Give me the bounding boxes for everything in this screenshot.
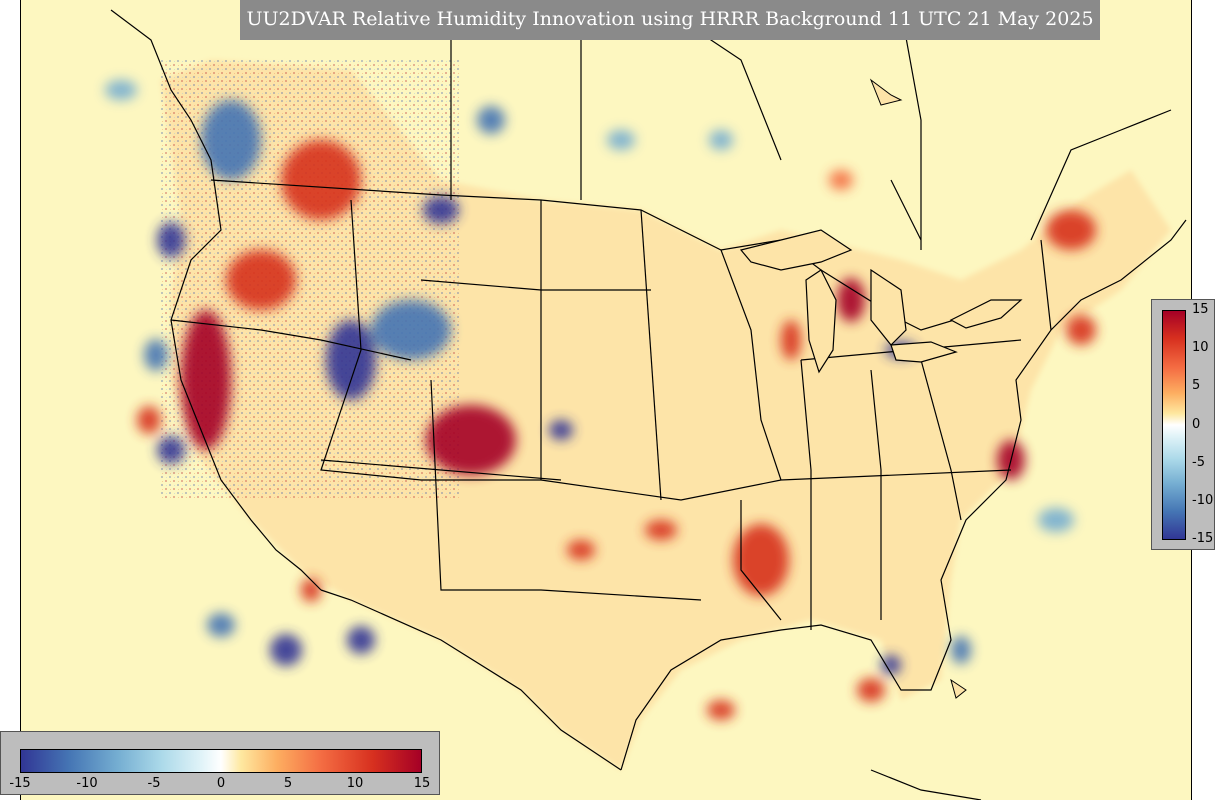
colorbar-vertical-strip	[1162, 310, 1186, 540]
colorbar-vertical-tick: 0	[1192, 417, 1201, 432]
colorbar-vertical-tick: -5	[1192, 455, 1205, 470]
humidity-innovation-map	[105, 9, 1187, 800]
colorbar-horizontal-strip	[20, 749, 422, 773]
boundaries	[110, 9, 1187, 800]
map-title: UU2DVAR Relative Humidity Innovation usi…	[240, 0, 1100, 40]
colorbar-horizontal-tick: -15	[9, 776, 31, 791]
great-lakes	[739, 229, 1023, 374]
lake-marker	[950, 678, 967, 699]
colorbar-horizontal-tick: 0	[216, 776, 226, 791]
colorbar-vertical-tick: 10	[1192, 340, 1209, 355]
colorbar-horizontal: -15 -10 -5 0 5 10 15	[0, 731, 440, 795]
colorbar-vertical-tick: -15	[1192, 531, 1214, 546]
colorbar-horizontal-tick: -5	[147, 776, 161, 791]
colorbar-vertical-tick: 15	[1192, 302, 1209, 317]
colorbar-vertical-tick: 5	[1192, 378, 1201, 393]
colorbar-horizontal-tick: -10	[76, 776, 98, 791]
colorbar-horizontal-tick: 5	[283, 776, 293, 791]
hudson-bay-shore	[869, 78, 903, 106]
colorbar-vertical-tick: -10	[1192, 493, 1214, 508]
colorbar-horizontal-tick: 15	[413, 776, 431, 791]
colorbar-horizontal-tick: 10	[346, 776, 364, 791]
map-panel[interactable]	[20, 0, 1192, 800]
colorbar-vertical: 15 10 5 0 -5 -10 -15	[1151, 299, 1215, 550]
